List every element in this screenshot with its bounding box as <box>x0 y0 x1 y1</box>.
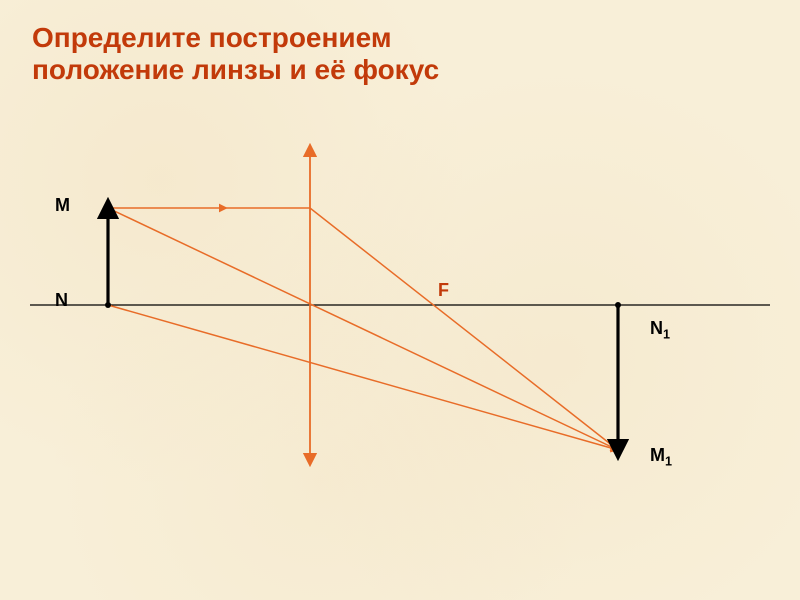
label-n: N <box>55 290 68 311</box>
optics-diagram <box>0 0 800 600</box>
label-m: M <box>55 195 70 216</box>
point-n1 <box>615 302 621 308</box>
point-n <box>105 302 111 308</box>
ray-n-to-m1 <box>108 305 618 450</box>
ray-through-center <box>108 208 618 450</box>
label-m1: M1 <box>650 445 672 469</box>
label-n1: N1 <box>650 318 670 342</box>
label-f: F <box>438 280 449 301</box>
